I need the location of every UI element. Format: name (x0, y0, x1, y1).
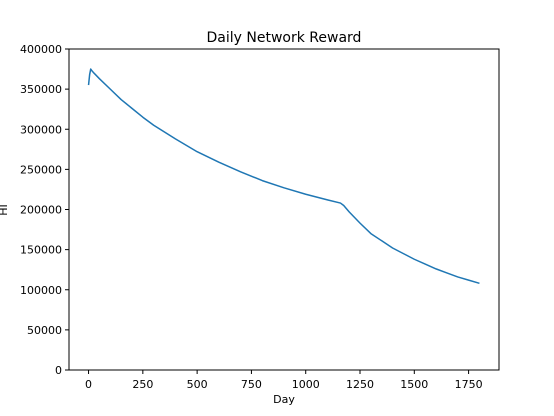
y-tick-label: 50000 (27, 324, 62, 337)
x-tick-label: 0 (85, 378, 92, 391)
x-tick-label: 1250 (346, 378, 374, 391)
y-axis-label: HI (0, 204, 10, 216)
y-tick-label: 300000 (20, 123, 62, 136)
y-tick-label: 200000 (20, 204, 62, 217)
y-axis-ticks: 0 50000 100000 150000 200000 250000 300000 3500… (20, 43, 69, 377)
x-tick-label: 1500 (400, 378, 428, 391)
y-tick-label: 350000 (20, 83, 62, 96)
chart-title: Daily Network Reward (207, 30, 362, 46)
x-tick-label: 250 (132, 378, 153, 391)
series-layer (87, 68, 480, 285)
x-axis-ticks: 0 250 500 750 1000 1250 1500 1750 (85, 370, 483, 391)
x-axis-label: Day (273, 393, 295, 406)
x-tick-label: 750 (241, 378, 262, 391)
y-tick-label: 400000 (20, 43, 62, 56)
y-tick-label: 100000 (20, 284, 62, 297)
y-tick-label: 250000 (20, 163, 62, 176)
series-line (87, 68, 480, 285)
x-tick-label: 1750 (455, 378, 483, 391)
x-tick-label: 500 (187, 378, 208, 391)
x-tick-label: 1000 (292, 378, 320, 391)
y-tick-label: 150000 (20, 244, 62, 257)
y-tick-label: 0 (55, 364, 62, 377)
plot-area (68, 48, 500, 371)
